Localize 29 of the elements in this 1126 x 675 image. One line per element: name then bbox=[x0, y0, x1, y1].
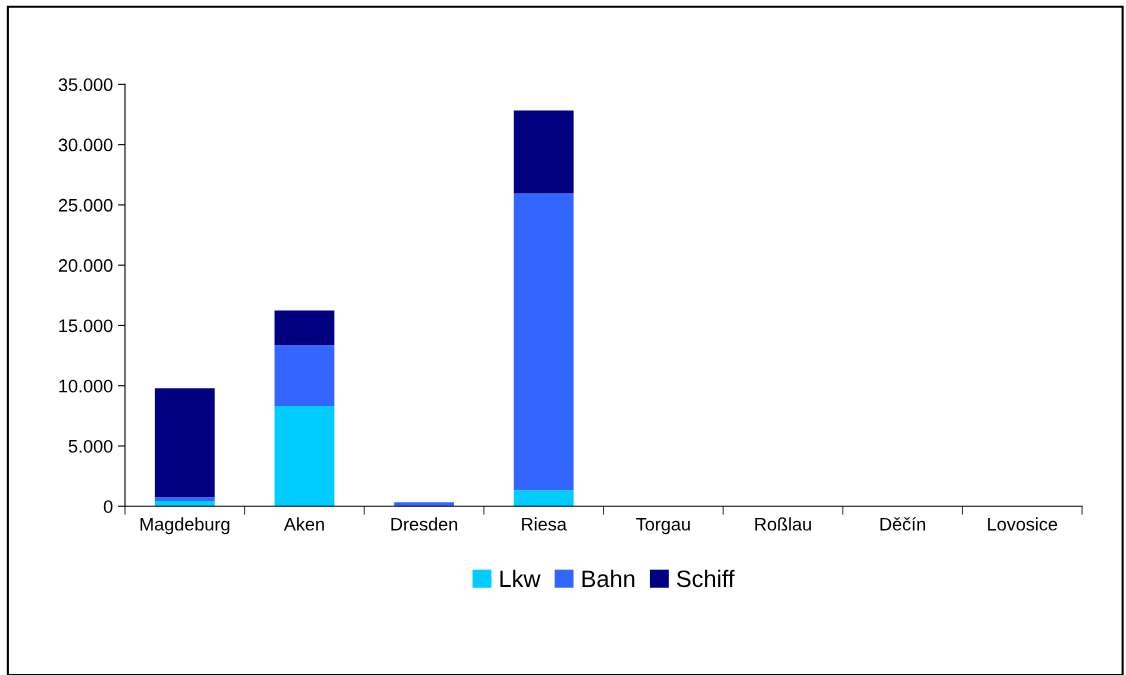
x-tick-label: Aken bbox=[283, 517, 324, 531]
y-tick-label: 25.000 bbox=[58, 198, 113, 212]
x-tick-label: Dresden bbox=[391, 517, 458, 531]
legend-label: Schiff bbox=[676, 569, 735, 588]
legend-label: Bahn bbox=[582, 569, 635, 588]
bar bbox=[394, 502, 454, 507]
legend-label: Lkw bbox=[500, 569, 541, 587]
x-tick-label: Riesa bbox=[522, 517, 567, 531]
y-tick-label: 5.000 bbox=[68, 439, 113, 453]
y-tick-label: 35.000 bbox=[58, 78, 113, 92]
x-tick-label: Roßlau bbox=[755, 517, 811, 531]
x-tick-label: Děčín bbox=[880, 517, 926, 531]
bar bbox=[513, 490, 574, 507]
y-tick-label: 20.000 bbox=[58, 259, 113, 272]
bar bbox=[513, 193, 574, 491]
bar bbox=[154, 497, 215, 501]
y-tick-label: 15.000 bbox=[59, 319, 113, 333]
y-tick-label: 10.000 bbox=[59, 379, 113, 393]
bar bbox=[274, 405, 335, 507]
y-tick-label: 0 bbox=[103, 500, 113, 513]
bar bbox=[154, 388, 215, 498]
y-tick-label: 30.000 bbox=[58, 138, 113, 152]
x-tick-label: Torgau bbox=[636, 518, 690, 535]
x-tick-label: Lovosice bbox=[988, 517, 1058, 531]
bar bbox=[154, 500, 215, 507]
bar bbox=[274, 310, 335, 346]
bar bbox=[513, 110, 574, 194]
bar bbox=[274, 345, 335, 406]
x-tick-label: Magdeburg bbox=[140, 517, 230, 535]
